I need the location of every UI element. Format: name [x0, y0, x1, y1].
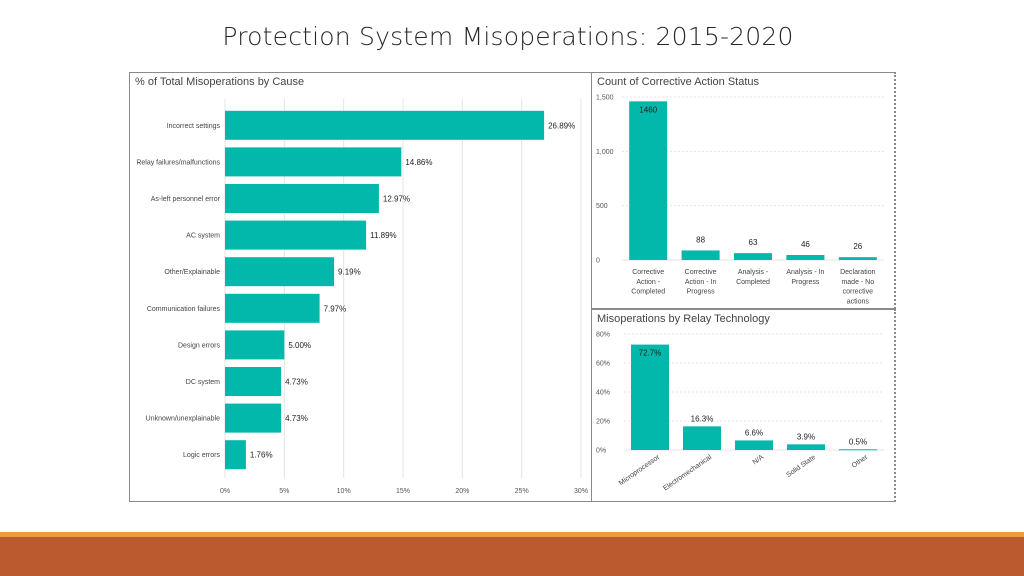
relay-category-label: Other — [851, 454, 870, 470]
cause-xtick-label: 20% — [455, 488, 469, 495]
status-category-label: Action - In — [685, 279, 717, 286]
status-category-label: Corrective — [632, 269, 664, 276]
cause-bar — [225, 403, 282, 433]
cause-data-label: 12.97% — [383, 195, 410, 204]
relay-bar — [735, 440, 773, 450]
status-category-label: actions — [847, 298, 870, 305]
cause-data-label: 14.86% — [405, 158, 432, 167]
footer-band — [0, 537, 1024, 576]
status-bar — [629, 101, 668, 260]
relay-bar — [787, 444, 825, 450]
relay-bar — [683, 426, 721, 450]
cause-bar — [225, 184, 379, 213]
cause-category-label: AC system — [186, 233, 220, 240]
cause-xtick-label: 5% — [279, 488, 289, 495]
cause-chart-title: % of Total Misoperations by Cause — [135, 76, 305, 88]
status-ytick-label: 500 — [596, 203, 608, 210]
status-category-label: made - No — [841, 279, 874, 286]
status-ytick-label: 1,500 — [596, 95, 614, 102]
cause-bar — [225, 110, 545, 140]
relay-category-label: N/A — [752, 454, 766, 467]
relay-category-label: Microprocessor — [618, 454, 662, 488]
cause-data-label: 11.89% — [370, 231, 397, 240]
status-category-label: Progress — [687, 289, 716, 296]
cause-data-label: 7.97% — [324, 304, 347, 313]
relay-bar-chart: 0% 20% 40% 60% 80% 72.7% Microprocessor 16.3% El… — [596, 332, 884, 493]
cause-bar — [225, 330, 285, 360]
cause-category-label: DC system — [186, 379, 220, 386]
status-data-label: 88 — [696, 235, 705, 244]
relay-ytick-label: 80% — [596, 332, 610, 339]
cause-bar-chart: 0% 5% 10% 15% 20% 25% 30% Incorrect settings 26.… — [136, 99, 588, 495]
status-bar — [734, 253, 772, 260]
status-category-label: Analysis - In — [786, 269, 824, 276]
cause-bar — [225, 440, 246, 470]
cause-category-label: As-left personnel error — [151, 196, 221, 203]
slide-title: Protection System Misoperations: 2015-20… — [222, 22, 794, 51]
relay-chart-panel: Misoperations by Relay Technology 0% 20% 4… — [592, 309, 896, 502]
status-chart-title: Count of Corrective Action Status — [597, 76, 760, 88]
cause-xtick-label: 15% — [396, 488, 410, 495]
relay-data-label: 16.3% — [691, 414, 714, 423]
cause-bar — [225, 293, 320, 323]
status-bar — [838, 257, 877, 260]
status-category-label: Corrective — [685, 269, 717, 276]
status-data-label: 46 — [801, 240, 810, 249]
cause-data-label: 4.73% — [285, 414, 308, 423]
cause-category-label: Incorrect settings — [167, 123, 221, 130]
status-data-label: 63 — [749, 238, 758, 247]
relay-ytick-label: 60% — [596, 361, 610, 368]
cause-data-label: 5.00% — [288, 341, 311, 350]
relay-data-label: 0.5% — [849, 437, 867, 446]
cause-data-label: 9.19% — [338, 268, 361, 277]
status-category-label: Declaration — [840, 269, 876, 276]
relay-data-label: 6.6% — [745, 428, 763, 437]
cause-bar — [225, 367, 282, 396]
status-category-label: Analysis - — [738, 269, 769, 276]
relay-bar — [839, 449, 877, 451]
status-bar — [681, 250, 720, 260]
relay-category-label: Solid State — [785, 454, 817, 479]
relay-ytick-label: 0% — [596, 448, 606, 455]
relay-bar — [631, 344, 669, 450]
relay-ytick-label: 20% — [596, 419, 610, 426]
cause-data-label: 4.73% — [285, 378, 308, 387]
cause-category-label: Relay failures/malfunctions — [136, 159, 220, 166]
status-ytick-label: 0 — [596, 258, 600, 265]
cause-xtick-label: 25% — [515, 488, 529, 495]
relay-data-label: 72.7% — [639, 349, 662, 358]
cause-xtick-label: 30% — [574, 488, 588, 495]
relay-chart-title: Misoperations by Relay Technology — [597, 313, 770, 325]
status-category-label: corrective — [843, 289, 873, 296]
status-bar — [786, 255, 825, 260]
status-data-label: 1460 — [639, 105, 657, 114]
cause-category-label: Communication failures — [147, 306, 221, 313]
cause-bar — [225, 257, 335, 287]
relay-ytick-label: 40% — [596, 390, 610, 397]
status-bar-chart: 0 500 1,000 1,500 1460 Corrective Action - Comp… — [596, 95, 884, 305]
cause-data-label: 26.89% — [548, 121, 575, 130]
status-category-label: Completed — [631, 289, 665, 296]
relay-data-label: 3.9% — [797, 432, 815, 441]
cause-category-label: Other/Explainable — [164, 269, 220, 276]
status-chart-panel: Count of Corrective Action Status 0 500 1,… — [592, 72, 896, 309]
cause-category-label: Unknown/unexplainable — [146, 416, 220, 423]
cause-bar — [225, 220, 367, 250]
status-category-label: Completed — [736, 279, 770, 286]
cause-bar — [225, 147, 402, 177]
cause-xtick-label: 0% — [220, 488, 230, 495]
status-data-label: 26 — [853, 242, 862, 251]
footer-accent-stripe — [0, 532, 1024, 537]
status-ytick-label: 1,000 — [596, 149, 614, 156]
cause-category-label: Design errors — [178, 342, 221, 349]
status-category-label: Progress — [791, 279, 820, 286]
cause-category-label: Logic errors — [183, 452, 220, 459]
cause-data-label: 1.76% — [250, 451, 273, 460]
status-category-label: Action - — [636, 279, 660, 286]
relay-category-label: Electromechanical — [662, 454, 713, 493]
cause-xtick-label: 10% — [337, 488, 351, 495]
cause-chart-panel: % of Total Misoperations by Cause 0% 5% 10… — [129, 72, 592, 502]
